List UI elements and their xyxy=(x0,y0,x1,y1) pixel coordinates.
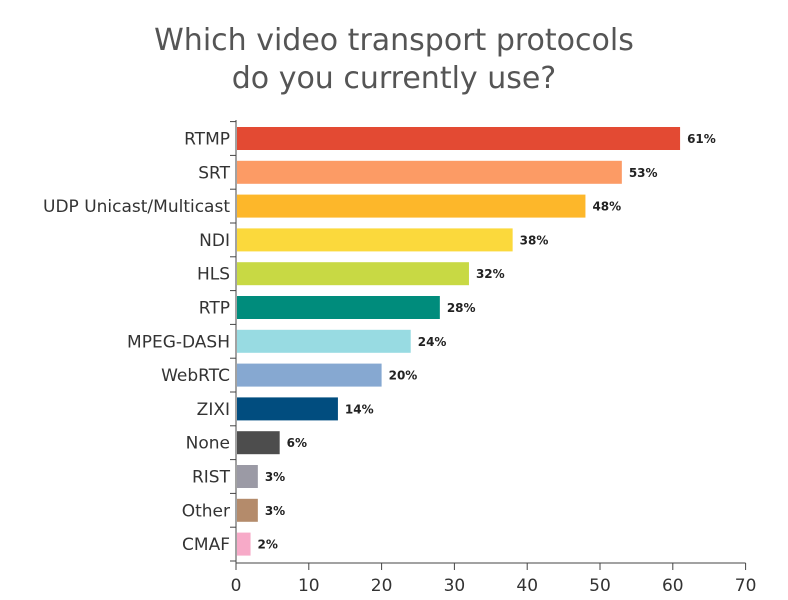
category-label: ZIXI xyxy=(197,400,230,420)
bar-webrtc xyxy=(237,363,382,387)
value-label: 61% xyxy=(687,132,716,146)
value-label: 14% xyxy=(345,402,374,416)
value-label: 28% xyxy=(447,301,476,315)
bar-udp-unicast-multicast xyxy=(237,194,586,218)
value-label: 20% xyxy=(389,369,418,383)
category-label: UDP Unicast/Multicast xyxy=(43,197,230,217)
bar-hls xyxy=(237,262,469,286)
bar-ndi xyxy=(237,228,513,252)
bar-cmaf xyxy=(237,532,251,556)
category-label: Other xyxy=(182,501,230,521)
bar-none xyxy=(237,431,280,455)
value-label: 6% xyxy=(287,436,307,450)
category-label: SRT xyxy=(198,163,230,183)
category-label: None xyxy=(186,434,230,454)
category-label: NDI xyxy=(199,231,230,251)
value-label: 38% xyxy=(520,233,549,247)
category-label: CMAF xyxy=(182,535,230,555)
bar-rist xyxy=(237,465,258,488)
value-label: 48% xyxy=(592,200,621,214)
bar-zixi xyxy=(237,397,338,421)
category-label: MPEG-DASH xyxy=(127,332,230,352)
category-label: HLS xyxy=(197,265,230,285)
bar-mpeg-dash xyxy=(237,329,411,353)
bar-rtp xyxy=(237,296,440,319)
x-tick-label: 50 xyxy=(589,576,611,596)
x-tick-label: 10 xyxy=(298,576,320,596)
chart-title-line-2: do you currently use? xyxy=(231,61,557,96)
x-tick-label: 70 xyxy=(735,576,757,596)
chart-title: Which video transport protocols do you c… xyxy=(0,22,788,98)
category-label: WebRTC xyxy=(161,366,230,386)
bar-srt xyxy=(237,160,622,184)
category-label: RIST xyxy=(192,468,231,488)
value-label: 2% xyxy=(258,538,278,552)
x-tick-label: 20 xyxy=(371,576,393,596)
value-label: 53% xyxy=(629,166,658,180)
x-tick-label: 40 xyxy=(516,576,538,596)
category-label: RTP xyxy=(199,299,230,319)
x-tick-label: 60 xyxy=(662,576,684,596)
value-label: 32% xyxy=(476,267,505,281)
bar-rtmp xyxy=(237,127,681,150)
value-label: 3% xyxy=(265,504,285,518)
bar-other xyxy=(237,498,258,522)
x-tick-label: 30 xyxy=(444,576,466,596)
x-tick-label: 0 xyxy=(231,576,242,596)
category-label: RTMP xyxy=(184,130,230,150)
chart-title-line-1: Which video transport protocols xyxy=(154,23,634,58)
value-label: 3% xyxy=(265,470,285,484)
value-label: 24% xyxy=(418,335,447,349)
